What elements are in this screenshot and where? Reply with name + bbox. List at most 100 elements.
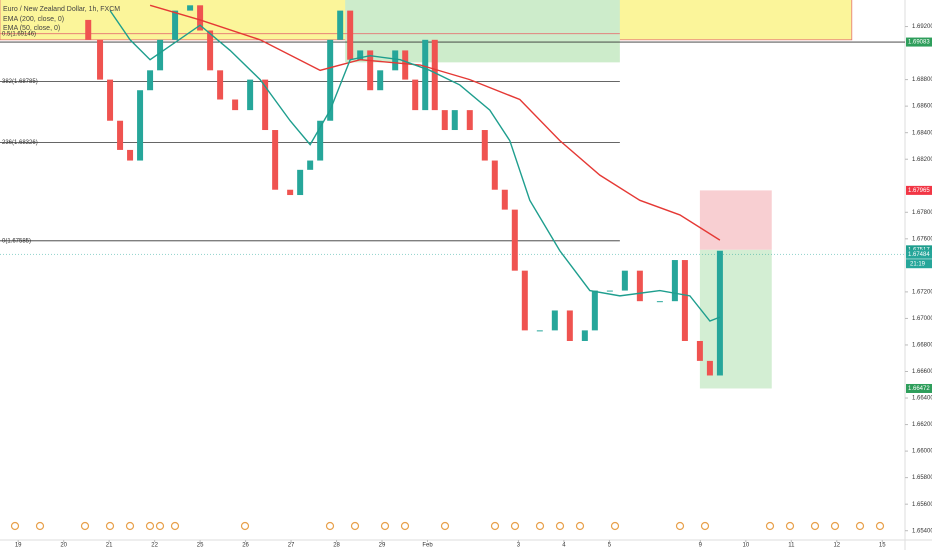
event-icon [765,521,775,531]
x-tick-label: 27 [288,543,295,549]
price-label: 1.69083 [908,40,930,46]
candle-body [247,79,254,111]
fib-label: 0.5(1.69146) [2,31,36,37]
y-tick-label: 1.65400 [912,528,932,534]
price-axis [905,0,932,550]
candle-body [307,160,314,170]
candle-body [706,360,713,376]
price-label-bg [906,185,932,195]
candle-body [606,290,613,292]
event-icon [240,521,250,531]
candle-body [272,130,279,190]
candle-body [536,330,543,332]
price-label-bg [906,249,932,259]
x-tick-label: 5 [608,543,612,549]
candle-body [681,260,688,341]
y-tick-label: 1.68600 [912,104,932,110]
event-icon [700,521,710,531]
event-icon [510,521,520,531]
candle-body [521,270,528,331]
candle-body [656,301,663,303]
candle-body [696,340,703,361]
candle-body [217,70,224,100]
candle-body [402,50,409,80]
x-tick-label: 26 [242,543,249,549]
x-tick-label: Feb [422,543,433,549]
candle-body [581,330,588,341]
price-label: 1.67484 [908,252,930,258]
candle-body [232,99,239,111]
ema-line [149,4,721,241]
x-tick-label: 9 [699,543,703,549]
y-tick-label: 1.66600 [912,369,932,375]
y-tick-label: 1.68800 [912,77,932,83]
countdown-bg [906,259,932,269]
y-tick-label: 1.66800 [912,343,932,349]
candle-body [392,50,399,71]
event-icon [490,521,500,531]
x-tick-label: 22 [151,543,158,549]
y-tick-label: 1.69200 [912,24,932,30]
candle-body [262,79,269,131]
candle-body [317,120,324,161]
event-icon [535,521,545,531]
y-tick-label: 1.67000 [912,316,932,322]
y-tick-label: 1.67800 [912,210,932,216]
event-icon [875,521,885,531]
x-tick-label: 12 [833,543,840,549]
candle-body [621,270,628,291]
candle-body [671,260,678,302]
y-tick-label: 1.66400 [912,396,932,402]
candle-body [327,39,334,121]
event-icon [380,521,390,531]
candle-body [157,39,164,71]
candle-body [377,70,384,91]
event-icon [105,521,115,531]
event-icon [855,521,865,531]
candle-body [551,310,558,331]
event-icon [145,521,155,531]
event-icon [785,521,795,531]
candle-body [367,50,374,91]
zone [699,190,772,250]
candle-body [85,19,92,40]
x-tick-label: 11 [788,543,795,549]
candle-body [431,39,438,111]
price-label: 1.67965 [908,188,930,194]
event-icon [170,521,180,531]
legend-entry: EMA (200, close, 0) [3,16,64,23]
y-tick-label: 1.65600 [912,502,932,508]
candle-body [207,30,214,71]
candle-body [636,270,643,302]
candle-body [466,110,473,131]
overlay: 0.5(1.69146) 382(1.68785) 236(1.68326) 0(1.… [2,6,932,549]
x-tick-label: 21 [106,543,113,549]
plot-area [0,0,905,389]
legend-entry: EMA (50, close, 0) [3,25,60,32]
candle-body [187,5,194,11]
candle-body [337,10,344,40]
y-tick-label: 1.68200 [912,157,932,163]
candle-body [287,189,294,196]
x-tick-label: 19 [15,543,22,549]
candle-body [347,10,354,60]
fib-label: 236(1.68326) [2,140,38,146]
x-tick-label: 4 [562,543,566,549]
candle-body [412,79,419,111]
x-tick-label: 29 [379,543,386,549]
zone [345,0,620,63]
price-label-bg [906,37,932,47]
y-tick-label: 1.66200 [912,422,932,428]
candle-body [297,169,304,196]
price-label: 1.66472 [908,386,930,392]
candle-body [501,189,508,210]
event-icon [440,521,450,531]
fib-label: 0(1.67585) [2,238,31,244]
event-icon [810,521,820,531]
candle-body [127,149,134,161]
event-icon [400,521,410,531]
event-icon [35,521,45,531]
candle-body [107,79,114,121]
event-icon [125,521,135,531]
